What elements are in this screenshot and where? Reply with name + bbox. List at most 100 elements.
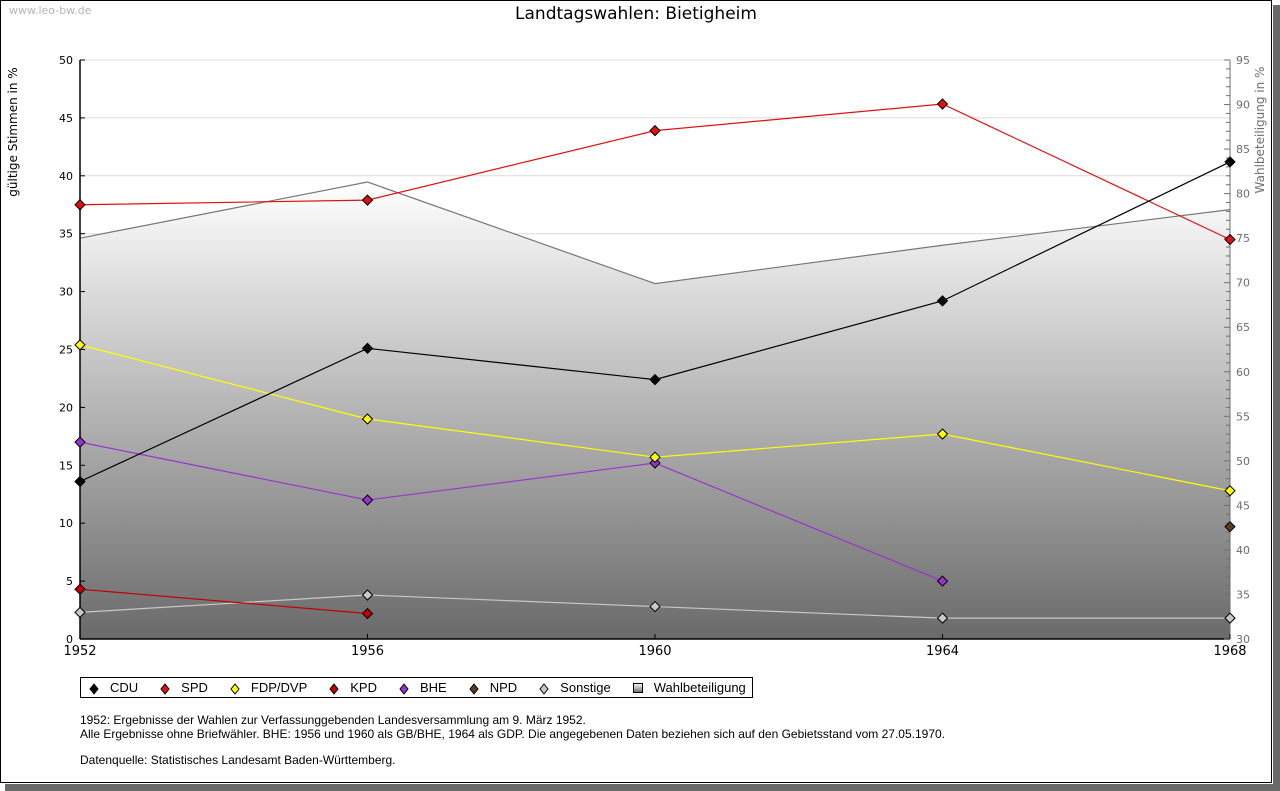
data-point-sonstige [649,600,661,613]
series-cdu [74,156,1236,488]
y2-tick-label: 95 [1236,54,1250,67]
legend: CDU SPD FDP/DVP KPD BHE NPD Sonstige Wahlbeteil… [80,677,753,698]
data-point-fdp-dvp [74,339,86,351]
data-point-cdu [361,342,374,355]
series-spd [74,98,1236,246]
data-point-bhe [361,494,374,506]
frame-shadow-right [1273,5,1280,791]
y-tick-label: 5 [66,575,73,588]
y2-tick-label: 30 [1236,633,1250,646]
y-tick-label: 25 [59,344,73,357]
x-tick-label: 1964 [926,644,959,659]
y-tick-label: 35 [59,228,73,241]
note-line-2: Alle Ergebnisse ohne Briefwähler. BHE: 1… [80,727,946,741]
x-tick-label: 1952 [63,644,96,659]
y2-tick-label: 70 [1236,277,1250,290]
y-tick-label: 15 [59,459,73,472]
y-axis-title: gültige Stimmen in % [6,67,20,196]
y2-tick-label: 90 [1236,99,1250,112]
y2-tick-label: 65 [1236,321,1250,334]
legend-label: Wahlbeteiligung [653,680,746,695]
turnout-line [79,181,1231,285]
y-tick-label: 20 [59,401,73,414]
series-fdp-dvp [74,339,1236,497]
data-point-fdp-dvp [936,428,949,440]
legend-item-cdu: CDU [89,680,138,695]
square-marker-icon [632,683,643,693]
data-point-bhe [649,457,661,469]
y2-axis-title: Wahlbeteiligung in % [1253,67,1267,194]
data-point-bhe [74,436,86,448]
legend-item-spd: SPD [160,680,208,695]
y2-tick-label: 60 [1236,366,1250,379]
y-tick-label: 10 [59,517,73,530]
y2-tick-label: 85 [1236,143,1250,156]
legend-item-fdp-dvp: FDP/DVP [230,680,307,695]
data-point-sonstige [936,612,949,624]
data-point-kpd [361,607,374,620]
data-point-spd [74,199,86,211]
frame-shadow-bottom [5,784,1280,791]
data-point-bhe [936,575,949,587]
y2-tick-label: 80 [1236,188,1250,201]
data-point-spd [361,194,374,206]
data-point-cdu [936,295,949,307]
legend-label: KPD [350,680,377,695]
y2-tick-label: 35 [1236,588,1250,601]
legend-item-npd: NPD [469,680,517,695]
legend-label: SPD [181,680,208,695]
y2-tick-label: 40 [1236,544,1250,557]
chart-notes: 1952: Ergebnisse der Wahlen zur Verfassu… [80,713,945,767]
series-kpd [74,583,374,620]
series-bhe [74,436,949,587]
data-point-spd [936,98,949,110]
x-tick-label: 1968 [1213,644,1246,659]
data-point-cdu [649,373,661,386]
legend-label: NPD [489,680,518,695]
legend-item-bhe: BHE [399,680,447,695]
diamond-marker-icon [539,683,549,695]
y-tick-label: 30 [59,286,73,299]
legend-item-sonstige: Sonstige [539,680,611,695]
legend-label: CDU [110,680,139,695]
diamond-marker-icon [469,683,479,695]
y-tick-label: 45 [59,112,73,125]
legend-label: FDP/DVP [250,680,308,695]
x-tick-label: 1960 [638,644,671,659]
data-point-cdu [74,475,86,488]
y2-tick-label: 75 [1236,232,1250,245]
data-point-spd [1224,233,1236,246]
turnout-area-layer [79,181,1231,639]
data-point-fdp-dvp [361,413,374,425]
data-point-sonstige [1224,612,1236,624]
series-layer [74,98,1236,624]
note-source: Datenquelle: Statistisches Landesamt Bad… [80,753,396,767]
note-line-1: 1952: Ergebnisse der Wahlen zur Verfassu… [80,713,586,727]
turnout-area [80,182,1230,639]
data-point-cdu [1224,156,1236,168]
y-tick-label: 50 [59,54,73,67]
series-sonstige [74,589,1236,624]
diamond-marker-icon [329,683,339,695]
data-point-spd [649,124,661,137]
data-point-npd [1224,520,1236,533]
legend-item-kpd: KPD [329,680,377,695]
series-line-bhe [79,441,943,582]
data-point-sonstige [74,606,86,619]
legend-item-wahlbeteiligung: Wahlbeteiligung [632,680,746,695]
legend-label: BHE [419,680,447,695]
y2-tick-label: 55 [1236,410,1250,423]
data-point-fdp-dvp [649,451,661,463]
diamond-marker-icon [399,683,409,695]
series-line-kpd [79,588,368,615]
y2-tick-label: 50 [1236,455,1250,468]
diamond-marker-icon [230,683,240,695]
x-tick-label: 1956 [351,644,384,659]
data-point-fdp-dvp [1224,485,1236,497]
data-point-kpd [74,583,86,595]
y2-tick-label: 45 [1236,499,1250,512]
diamond-marker-icon [160,683,170,695]
data-point-sonstige [361,589,374,601]
series-npd [1224,520,1236,533]
